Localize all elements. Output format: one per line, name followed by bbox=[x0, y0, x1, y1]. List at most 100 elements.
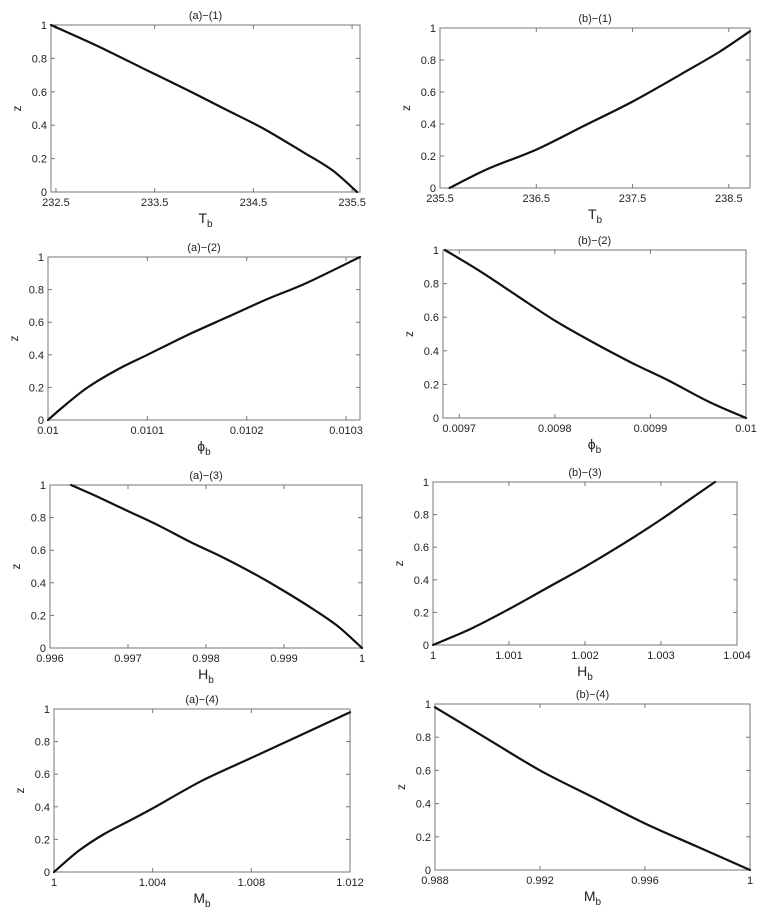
y-tick-label: 1 bbox=[425, 699, 431, 711]
x-tick-label: 0.0102 bbox=[230, 425, 264, 437]
data-curve bbox=[431, 480, 717, 647]
y-tick-label: 0.4 bbox=[424, 346, 439, 358]
data-curve bbox=[70, 483, 364, 650]
y-axis-label: z bbox=[392, 561, 406, 567]
y-tick-label: 1 bbox=[38, 252, 44, 264]
panel-title: (a)−(1) bbox=[189, 10, 222, 22]
y-tick-label: 0.6 bbox=[416, 765, 431, 777]
y-tick-label: 0.4 bbox=[416, 799, 431, 811]
x-tick-label: 234.5 bbox=[240, 197, 268, 209]
y-axis-label: z bbox=[13, 788, 27, 794]
x-tick-label: 1.012 bbox=[336, 877, 364, 889]
y-tick-label: 0.4 bbox=[414, 575, 429, 587]
y-tick-label: 1 bbox=[41, 20, 47, 32]
chart-panel-b3: (b)−(3) 0 0.2 0.4 0.6 0.8 1 1 1.001 1.002 1.003 1.0… bbox=[392, 467, 751, 683]
x-tick-label: 1.008 bbox=[238, 877, 266, 889]
axes-box bbox=[49, 484, 363, 649]
chart-panel-b1: (b)−(1) 0 0.2 0.4 0.6 0.8 1 235.5 236.5 237.5 238.… bbox=[399, 13, 752, 226]
x-tick-label: 0.996 bbox=[36, 653, 64, 665]
y-tick-label: 0.4 bbox=[421, 119, 436, 131]
x-tick-label: 1.003 bbox=[647, 650, 675, 662]
y-tick-label: 0.2 bbox=[31, 610, 46, 622]
x-tick-label: 0.0099 bbox=[634, 423, 668, 435]
data-curve bbox=[443, 248, 748, 420]
y-tick-label: 0.8 bbox=[31, 513, 46, 525]
axes-box bbox=[439, 27, 751, 189]
y-tick-label: 0.6 bbox=[29, 317, 44, 329]
x-tick-label: 0.01 bbox=[37, 425, 58, 437]
x-axis-label: Tb bbox=[198, 210, 213, 230]
y-tick-label: 0.2 bbox=[416, 832, 431, 844]
y-tick-label: 0.2 bbox=[32, 154, 47, 166]
data-curve bbox=[448, 30, 752, 190]
x-tick-label: 1 bbox=[359, 653, 365, 665]
axes-box bbox=[432, 481, 738, 646]
data-curve bbox=[49, 23, 359, 194]
x-tick-label: 233.5 bbox=[141, 197, 169, 209]
y-tick-label: 0.2 bbox=[424, 379, 439, 391]
x-tick-label: 1.002 bbox=[571, 650, 599, 662]
x-tick-label: 235.5 bbox=[426, 193, 454, 205]
y-tick-label: 0 bbox=[433, 413, 439, 425]
x-axis-label: Mb bbox=[584, 888, 602, 908]
x-tick-label: 237.5 bbox=[619, 193, 647, 205]
y-tick-label: 0.6 bbox=[32, 87, 47, 99]
data-curve bbox=[433, 706, 752, 872]
x-tick-label: 1 bbox=[430, 650, 436, 662]
y-tick-label: 0.6 bbox=[31, 545, 46, 557]
x-tick-label: 0.0101 bbox=[131, 425, 165, 437]
x-tick-label: 0.992 bbox=[526, 875, 554, 887]
y-axis-label: z bbox=[399, 105, 413, 111]
y-tick-label: 0 bbox=[425, 865, 431, 877]
panel-title: (a)−(4) bbox=[185, 694, 218, 706]
x-tick-label: 238.5 bbox=[715, 193, 743, 205]
panel-title: (b)−(1) bbox=[578, 13, 611, 25]
y-tick-label: 1 bbox=[433, 245, 439, 257]
axes-box bbox=[50, 24, 361, 193]
chart-panel-a1: (a)−(1) 0 0.2 0.4 0.6 0.8 1 232.5 233.5 234.5 235.… bbox=[10, 10, 366, 230]
x-axis-label: Mb bbox=[193, 890, 211, 910]
chart-panel-a2: (a)−(2) 0 0.2 0.4 0.6 0.8 1 0.01 0.0101 0.0102 0.0… bbox=[7, 242, 363, 458]
panel-title: (b)−(4) bbox=[576, 689, 609, 701]
x-tick-label: 236.5 bbox=[523, 193, 551, 205]
y-axis-label: z bbox=[394, 784, 408, 790]
chart-panel-a4: (a)−(4) 0 0.2 0.4 0.6 0.8 1 1 1.004 1.008 1.012 Mb z bbox=[13, 694, 364, 910]
y-tick-label: 0 bbox=[430, 183, 436, 195]
panel-title: (a)−(2) bbox=[187, 242, 220, 254]
x-tick-label: 0.0098 bbox=[538, 423, 572, 435]
y-tick-label: 0.4 bbox=[29, 350, 44, 362]
y-tick-label: 0.4 bbox=[35, 802, 50, 814]
panel-title: (b)−(3) bbox=[568, 467, 601, 479]
y-tick-label: 1 bbox=[423, 477, 429, 489]
y-tick-label: 0.6 bbox=[414, 542, 429, 554]
x-tick-label: 1 bbox=[747, 875, 753, 887]
x-tick-label: 0.01 bbox=[735, 423, 756, 435]
axes-box bbox=[442, 249, 747, 419]
y-tick-label: 1 bbox=[430, 23, 436, 35]
x-axis-label: Tb bbox=[588, 206, 603, 226]
y-axis-label: z bbox=[10, 106, 24, 112]
y-tick-label: 1 bbox=[40, 480, 46, 492]
x-tick-label: 235.5 bbox=[338, 197, 366, 209]
y-tick-label: 0.6 bbox=[424, 312, 439, 324]
x-tick-label: 1.001 bbox=[495, 650, 523, 662]
y-tick-label: 0.8 bbox=[416, 732, 431, 744]
y-tick-label: 0.4 bbox=[31, 578, 46, 590]
x-axis-label: Hb bbox=[577, 663, 593, 683]
x-tick-label: 0.996 bbox=[631, 875, 659, 887]
x-tick-label: 0.997 bbox=[114, 653, 142, 665]
y-tick-label: 0.6 bbox=[421, 87, 436, 99]
axes-box bbox=[434, 703, 751, 871]
axes-box bbox=[53, 708, 351, 873]
y-tick-label: 0.2 bbox=[414, 607, 429, 619]
panel-title: (b)−(2) bbox=[578, 235, 611, 247]
x-tick-label: 0.999 bbox=[270, 653, 298, 665]
y-tick-label: 0.8 bbox=[414, 510, 429, 522]
y-tick-label: 0.2 bbox=[421, 151, 436, 163]
y-tick-label: 0.8 bbox=[35, 737, 50, 749]
x-tick-label: 1.004 bbox=[139, 877, 167, 889]
chart-panel-b4: (b)−(4) 0 0.2 0.4 0.6 0.8 1 0.988 0.992 0.996 1 Mb z bbox=[394, 689, 753, 908]
panel-title: (a)−(3) bbox=[189, 470, 222, 482]
y-tick-label: 0 bbox=[41, 187, 47, 199]
